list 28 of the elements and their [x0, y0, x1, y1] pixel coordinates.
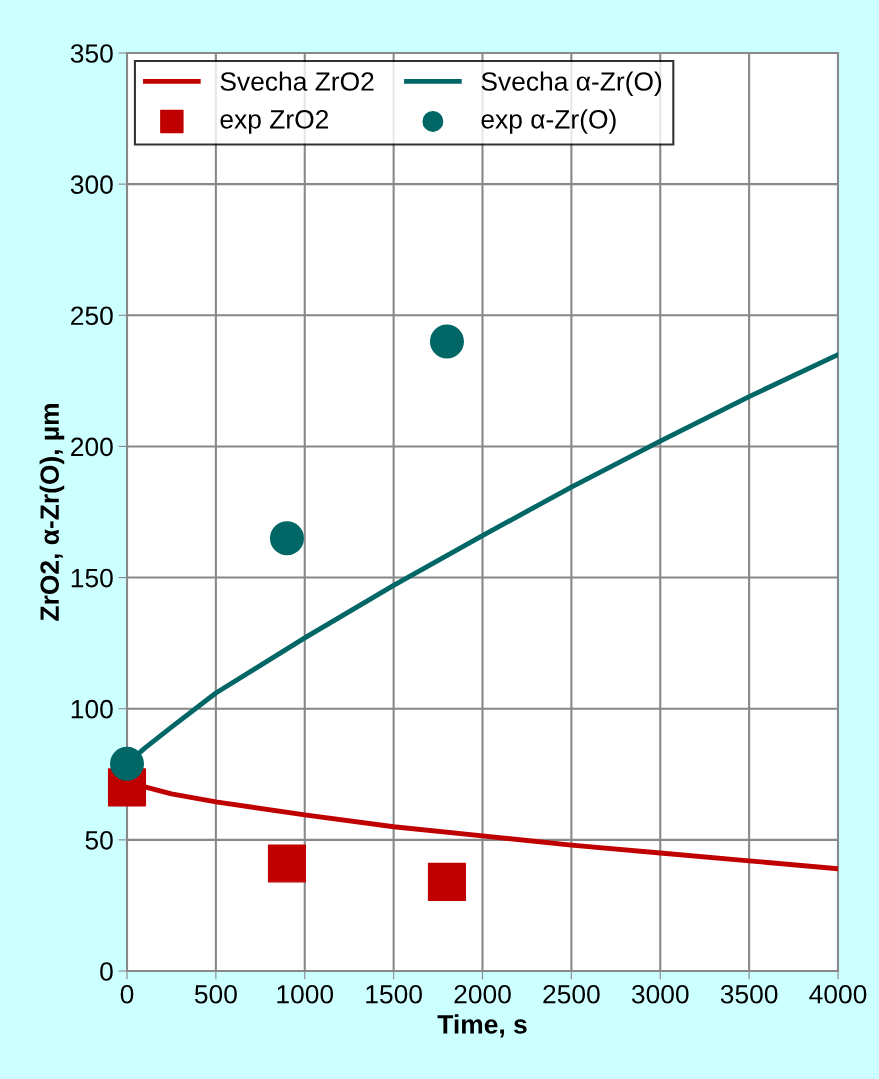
x-tick-label: 1000 [277, 984, 334, 1004]
y-tick-label: 50 [85, 830, 113, 850]
legend-label: exp α-Zr(O) [481, 109, 616, 134]
y-axis-title: ZrO2, α-Zr(O), µm [39, 404, 65, 621]
y-tick-label: 150 [71, 568, 113, 588]
x-tick-label: 0 [120, 984, 134, 1004]
point [429, 324, 464, 359]
x-tick-label: 2500 [543, 984, 600, 1004]
x-tick-label: 1500 [366, 984, 422, 1004]
legend-label: exp ZrO2 [220, 109, 329, 134]
y-tick-label: 200 [71, 437, 113, 457]
y-tick-label: 250 [71, 306, 113, 326]
y-tick-label: 300 [70, 175, 113, 194]
legend-label: Svecha ZrO2 [220, 71, 374, 91]
x-tick-label: 3000 [631, 984, 689, 1004]
legend-label: Svecha α-Zr(O) [481, 71, 662, 97]
y-tick-label: 100 [71, 699, 113, 719]
x-tick-label: 500 [194, 984, 237, 1004]
point [269, 521, 304, 556]
x-tick-label: 3500 [720, 984, 778, 1004]
x-axis-title: Time, s [437, 1014, 527, 1038]
y-tick-label: 0 [100, 962, 113, 981]
x-tick-label: 4000 [809, 984, 867, 1004]
point [427, 862, 467, 901]
point [110, 746, 144, 781]
x-tick-label: 2000 [454, 984, 511, 1004]
y-tick-label: 350 [70, 44, 113, 63]
point [267, 844, 307, 883]
